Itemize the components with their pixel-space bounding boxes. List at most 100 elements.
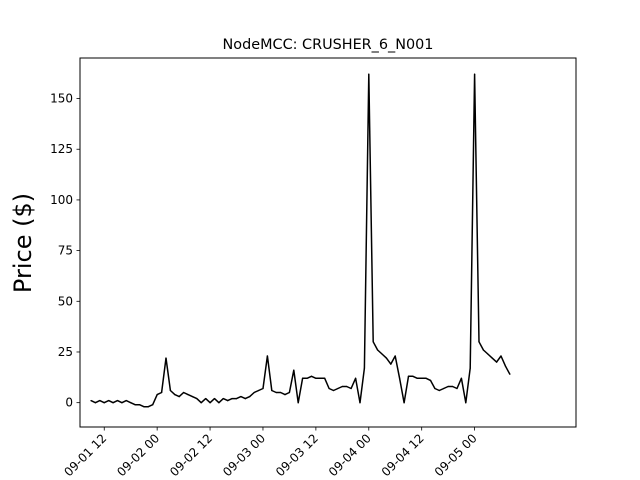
price-data-point [266, 355, 268, 357]
price-data-point [165, 357, 167, 359]
price-data-point [452, 385, 454, 388]
y-tick-label: 150 [50, 92, 73, 106]
price-data-point [363, 367, 365, 369]
y-tick-label: 75 [58, 244, 73, 258]
price-data-point [262, 387, 264, 390]
price-data-point [341, 385, 343, 388]
price-data-point [258, 389, 260, 392]
price-data-point [416, 377, 418, 379]
chart-title: NodeMCC: CRUSHER_6_N001 [223, 37, 434, 53]
price-data-point [491, 357, 493, 359]
plot-area [90, 73, 511, 408]
price-data-point [306, 377, 308, 379]
price-data-point [355, 377, 357, 379]
y-tick-label: 125 [50, 142, 73, 156]
y-axis-label: Price ($) [9, 193, 37, 293]
price-data-point [183, 391, 185, 394]
price-data-point [253, 391, 255, 394]
price-data-point [138, 404, 141, 406]
y-tick-label: 50 [58, 294, 73, 308]
price-data-point [319, 377, 321, 379]
price-data-point [346, 385, 348, 388]
y-axis: 0 25 50 75 100 125 150 [50, 92, 80, 410]
price-data-point [429, 379, 432, 381]
price-data-point [196, 398, 198, 400]
price-data-point [200, 402, 202, 404]
price-data-point [288, 391, 290, 394]
price-data-point [174, 394, 176, 396]
price-data-point [112, 402, 114, 404]
price-data-point [500, 355, 502, 357]
price-data-point [324, 377, 326, 379]
price-data-point [147, 406, 149, 408]
price-data-point [125, 400, 127, 402]
price-data-point [315, 377, 317, 379]
price-data-point [90, 400, 92, 402]
price-data-point [368, 73, 370, 75]
price-data-point [94, 402, 96, 404]
price-data-point [332, 389, 335, 392]
price-data-point [403, 402, 405, 404]
price-data-point [478, 341, 480, 343]
y-tick-label: 0 [65, 396, 73, 410]
price-data-point [275, 391, 277, 394]
price-data-point [280, 391, 282, 394]
price-data-point [504, 365, 507, 367]
price-data-point [121, 402, 123, 404]
price-data-point [116, 400, 119, 402]
price-data-point [209, 402, 211, 404]
price-data-point [161, 391, 163, 394]
price-data-point [456, 387, 458, 390]
price-data-point [412, 375, 414, 377]
price-data-point [438, 389, 440, 392]
price-data-point [271, 389, 273, 392]
price-data-point [187, 394, 189, 396]
price-data-point [152, 404, 154, 406]
price-series-line [90, 73, 511, 408]
price-data-point [509, 373, 511, 375]
price-data-point [235, 398, 238, 400]
price-data-point [474, 73, 476, 75]
price-data-point [240, 396, 242, 398]
y-tick-label: 100 [50, 193, 73, 207]
price-data-point [447, 385, 449, 388]
price-data-point [205, 398, 207, 400]
price-data-point [443, 387, 445, 390]
price-data-point [359, 402, 361, 404]
price-data-point [337, 387, 339, 390]
price-data-point [399, 377, 401, 379]
price-data-point [293, 369, 295, 371]
price-data-point [460, 377, 462, 379]
price-data-point [434, 387, 436, 390]
price-data-point [244, 398, 246, 400]
price-data-point [130, 402, 132, 404]
price-data-point [385, 357, 387, 359]
price-data-point [231, 398, 233, 400]
price-data-point [425, 377, 427, 379]
price-data-point [218, 402, 220, 404]
price-data-point [134, 404, 136, 406]
axes-frame [79, 57, 577, 428]
price-data-point [394, 355, 396, 357]
price-data-point [178, 396, 180, 398]
price-data-point [99, 400, 101, 402]
price-data-point [328, 387, 330, 390]
price-data-point [222, 398, 224, 400]
price-data-point [227, 400, 229, 402]
price-data-point [108, 400, 110, 402]
price-data-point [310, 375, 313, 377]
price-data-point [469, 367, 471, 369]
price-data-point [284, 394, 286, 396]
price-data-point [421, 377, 423, 379]
price-data-point [191, 396, 193, 398]
price-data-point [169, 389, 171, 392]
y-tick-label: 25 [58, 345, 73, 359]
price-data-point [482, 349, 484, 351]
price-data-point [381, 353, 383, 355]
price-data-point [390, 363, 392, 365]
price-data-point [297, 402, 299, 404]
price-data-point [465, 402, 467, 404]
price-data-point [372, 341, 374, 343]
